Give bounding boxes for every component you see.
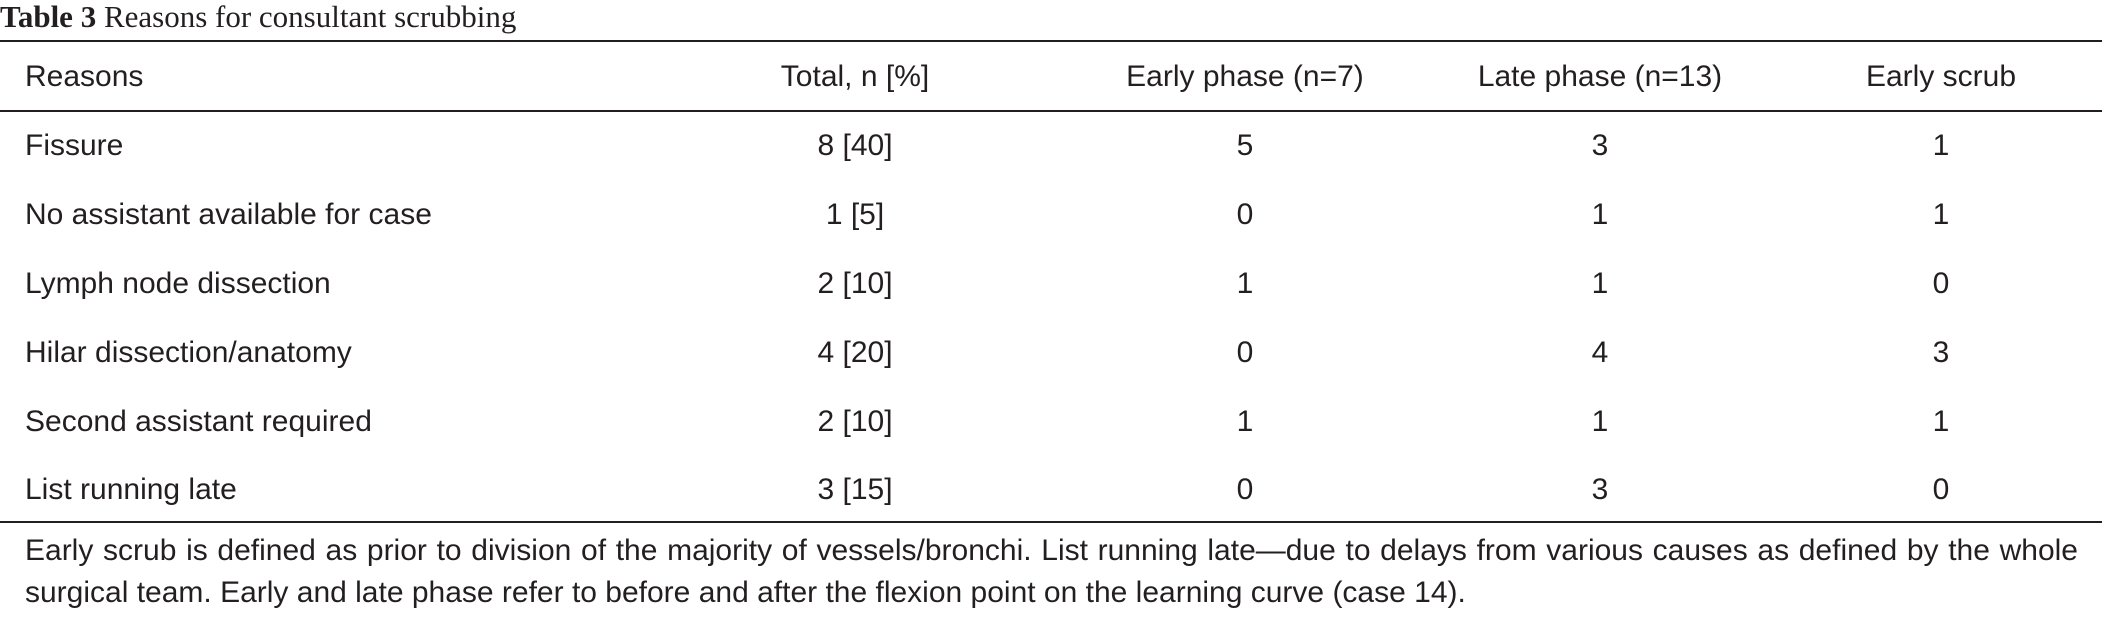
early-scrub-cell: 3 [1932, 335, 1950, 369]
late-phase-cell: 1 [1591, 197, 1609, 231]
early-scrub-cell: 1 [1932, 404, 1950, 438]
late-phase-cell: 1 [1591, 404, 1609, 438]
table-caption-title: Reasons for consultant scrubbing [103, 0, 517, 34]
column-header: Late phase (n=13) [1477, 59, 1723, 93]
total-cell: 2 [10] [817, 404, 893, 438]
total-cell: 4 [20] [817, 335, 893, 369]
reason-cell: Hilar dissection/anatomy [25, 335, 352, 369]
late-phase-cell: 3 [1591, 128, 1609, 162]
early-phase-cell: 0 [1236, 335, 1254, 369]
bottom-rule [0, 521, 2102, 523]
reason-cell: Second assistant required [25, 404, 372, 438]
reason-cell: Fissure [25, 128, 124, 162]
table-row: Lymph node dissection 2 [10] 1 1 0 [0, 249, 2102, 318]
table-row: Hilar dissection/anatomy 4 [20] 0 4 3 [0, 318, 2102, 387]
early-scrub-cell: 0 [1932, 266, 1950, 300]
table-row: List running late 3 [15] 0 3 0 [0, 456, 2102, 524]
total-cell: 3 [15] [817, 473, 893, 506]
total-cell: 2 [10] [817, 266, 893, 300]
column-header: Early scrub [1865, 59, 2017, 93]
table-caption: Table 3 Reasons for consultant scrubbing [0, 0, 516, 38]
column-header: Total, n [%] [780, 59, 930, 93]
top-rule [0, 40, 2102, 42]
reason-cell: No assistant available for case [25, 197, 432, 231]
reasons-table: Reasons Total, n [%] Early phase (n=7) L… [0, 42, 2102, 524]
table-caption-label: Table 3 [0, 0, 97, 34]
table-footnote: Early scrub is defined as prior to divis… [25, 534, 2078, 609]
early-phase-cell: 0 [1236, 473, 1254, 506]
header-rule [0, 110, 2102, 112]
early-scrub-cell: 1 [1932, 128, 1950, 162]
table-row: No assistant available for case 1 [5] 0 … [0, 180, 2102, 249]
table-row: Second assistant required 2 [10] 1 1 1 [0, 387, 2102, 456]
total-cell: 8 [40] [817, 128, 893, 162]
early-scrub-cell: 1 [1932, 197, 1950, 231]
table-row: Fissure 8 [40] 5 3 1 [0, 111, 2102, 180]
early-scrub-cell: 0 [1932, 473, 1950, 506]
early-phase-cell: 0 [1236, 197, 1254, 231]
early-phase-cell: 1 [1236, 404, 1254, 438]
late-phase-cell: 1 [1591, 266, 1609, 300]
total-cell: 1 [5] [825, 197, 885, 231]
reason-cell: List running late [25, 473, 237, 506]
column-header: Reasons [25, 59, 144, 93]
column-header: Early phase (n=7) [1126, 59, 1364, 93]
table-header-row: Reasons Total, n [%] Early phase (n=7) L… [0, 42, 2102, 111]
late-phase-cell: 4 [1591, 335, 1609, 369]
reason-cell: Lymph node dissection [25, 266, 331, 300]
early-phase-cell: 5 [1236, 128, 1254, 162]
early-phase-cell: 1 [1236, 266, 1254, 300]
late-phase-cell: 3 [1591, 473, 1609, 506]
